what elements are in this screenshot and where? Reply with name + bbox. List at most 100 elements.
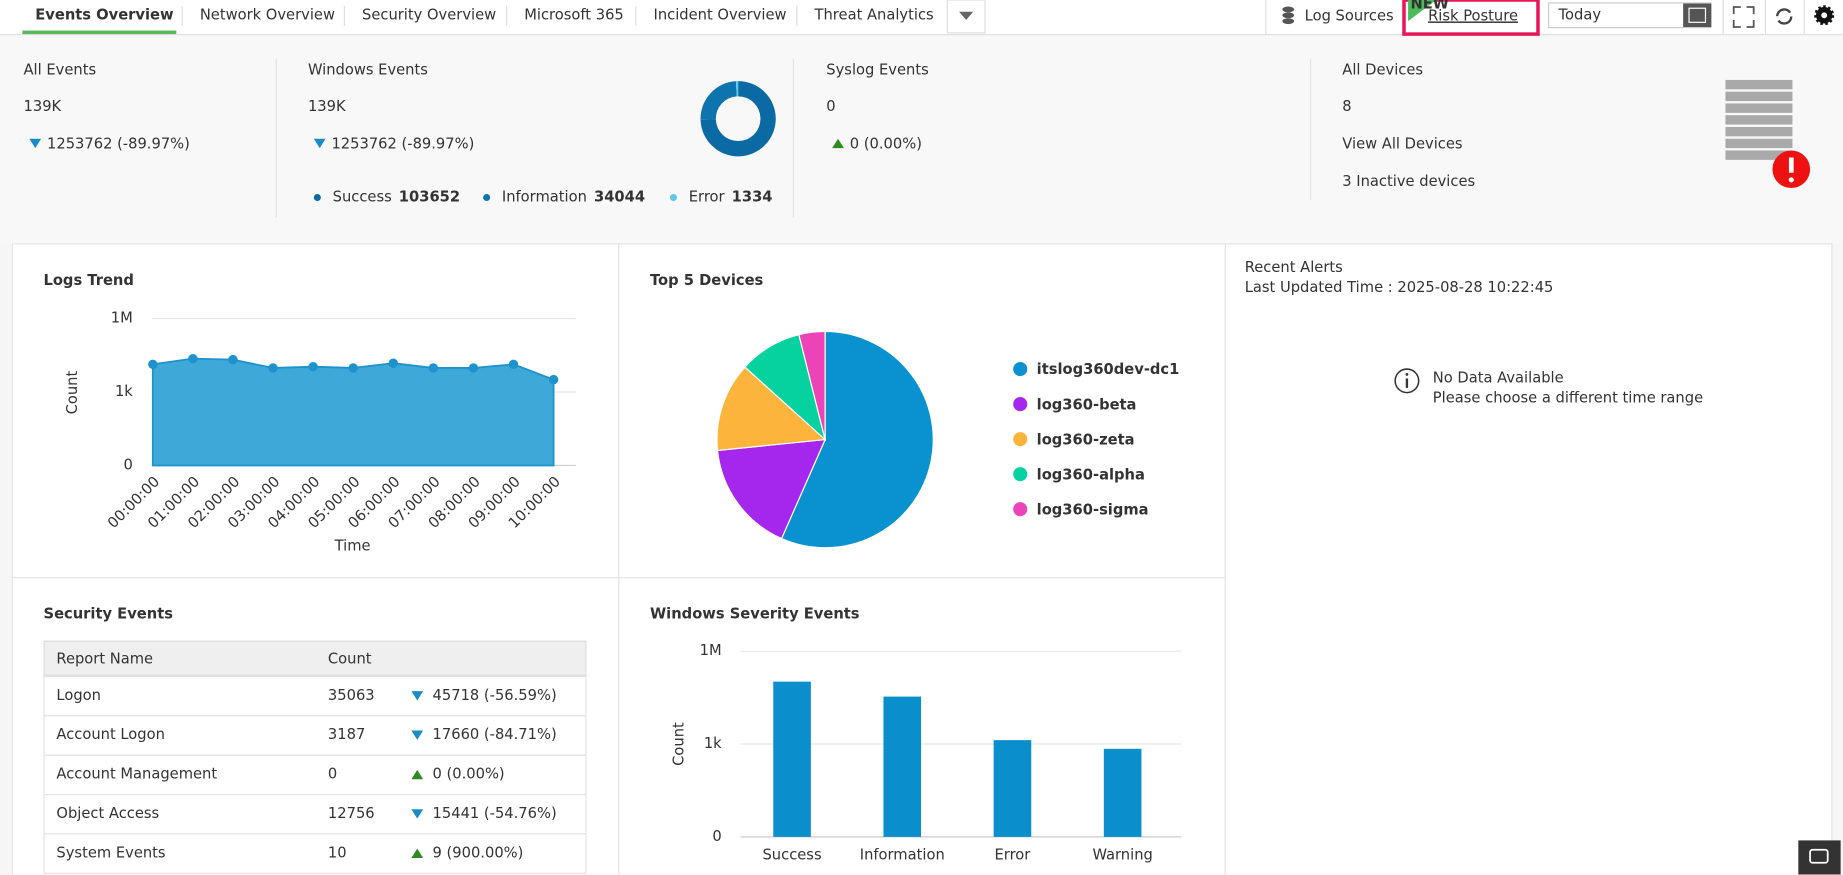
x-tick-label: Success [762, 847, 821, 864]
y-tick-label: 1M [700, 642, 722, 659]
tab[interactable]: Incident Overview [654, 6, 787, 23]
summary-title: Syslog Events [826, 62, 928, 79]
info-icon [1394, 368, 1420, 394]
y-tick-label: 1k [115, 383, 133, 400]
y-axis-label: Count [670, 722, 687, 766]
summary-title: All Events [24, 62, 97, 79]
risk-posture-frame [1402, 0, 1540, 36]
tab-more-arrow [959, 11, 974, 20]
legend-label[interactable]: log360-zeta [1037, 431, 1135, 448]
legend-label[interactable]: log360-sigma [1037, 501, 1149, 518]
y-tick-label: 0 [123, 456, 132, 473]
trend-icon [313, 138, 326, 149]
y-tick-label: 1M [111, 310, 133, 327]
trend-icon [411, 691, 424, 701]
last-updated: Last Updated Time : 2025-08-28 10:22:45 [1245, 279, 1554, 296]
legend-label: Success [333, 188, 392, 205]
y-tick-label: 0 [712, 828, 721, 845]
summary-change: 0 (0.00%) [850, 136, 922, 153]
inactive-devices[interactable]: 3 Inactive devices [1342, 173, 1475, 190]
report-name[interactable]: Account Management [56, 766, 217, 783]
tab[interactable]: Security Overview [362, 6, 496, 23]
report-count: 10 [328, 844, 347, 861]
alert-badge-bar [1788, 157, 1794, 173]
legend-dot [1013, 362, 1028, 377]
trend-icon [411, 730, 424, 740]
settings-hole [1821, 12, 1828, 19]
risk-posture-link[interactable]: Risk Posture [1428, 7, 1518, 24]
slice [716, 438, 827, 540]
table-header-cell: Count [328, 650, 372, 667]
panel-title: Logs Trend [43, 272, 133, 289]
legend-value: 34044 [594, 188, 645, 205]
panel-title: Security Events [43, 606, 173, 623]
report-name[interactable]: System Events [56, 844, 165, 861]
report-count: 3187 [328, 726, 365, 743]
report-change: 0 (0.00%) [433, 766, 505, 783]
point [228, 354, 238, 365]
tab[interactable]: Events Overview [35, 6, 174, 23]
server-icon [1725, 91, 1793, 102]
log-sources-icon [1282, 6, 1295, 13]
bar [773, 681, 811, 837]
slice [798, 330, 826, 440]
tab[interactable]: Threat Analytics [814, 6, 934, 23]
server-icon [1725, 126, 1793, 137]
summary-title: All Devices [1342, 62, 1423, 79]
point [188, 353, 198, 364]
date-value: Today [1558, 6, 1602, 23]
report-count: 12756 [328, 805, 375, 822]
new-badge-text: NEW [1410, 0, 1449, 13]
x-tick-label: Information [860, 847, 945, 864]
panel-title: Recent Alerts [1245, 259, 1343, 276]
legend-dot [1013, 397, 1028, 412]
x-axis-label: Time [334, 538, 371, 555]
summary-value: 139K [308, 98, 346, 115]
summary-value: 8 [1342, 98, 1351, 115]
point [308, 361, 318, 372]
legend-label[interactable]: log360-beta [1037, 396, 1137, 413]
server-icon [1725, 138, 1793, 149]
view-all-devices[interactable]: View All Devices [1342, 136, 1462, 153]
panel-title: Top 5 Devices [650, 272, 764, 289]
legend-label[interactable]: log360-alpha [1037, 466, 1145, 483]
report-name[interactable]: Logon [56, 687, 101, 704]
report-name[interactable]: Object Access [56, 805, 159, 822]
legend-dot [483, 193, 491, 201]
table-header-cell: Report Name [56, 650, 153, 667]
refresh-button[interactable] [1775, 8, 1793, 25]
point [148, 359, 158, 370]
legend-dot [669, 193, 678, 201]
point [508, 359, 519, 370]
legend-value: 103652 [399, 188, 460, 205]
report-name[interactable]: Account Logon [56, 726, 165, 743]
summary-title: Windows Events [308, 62, 428, 79]
y-tick-label: 1k [704, 735, 722, 752]
server-icon [1725, 79, 1793, 90]
summary-bg [0, 35, 1843, 244]
log-sources[interactable]: Log Sources [1305, 7, 1394, 24]
fullscreen-button[interactable] [1732, 6, 1755, 28]
legend-label[interactable]: itslog360dev-dc1 [1037, 361, 1180, 378]
calendar-button[interactable] [1683, 3, 1712, 28]
chat-glyph [1809, 848, 1829, 864]
table-row [43, 754, 587, 796]
point [388, 358, 398, 368]
trend-icon [411, 848, 424, 859]
bar [1103, 748, 1142, 837]
report-count: 35063 [328, 687, 375, 704]
tab[interactable]: Microsoft 365 [524, 6, 624, 23]
slice [700, 81, 737, 120]
server-icon [1725, 115, 1793, 125]
x-tick-label: Warning [1092, 847, 1152, 864]
point [268, 363, 278, 373]
slice [700, 81, 776, 157]
point [348, 363, 358, 373]
alert-badge-dot [1788, 177, 1794, 183]
legend-label: Error [689, 188, 726, 205]
point [428, 363, 439, 373]
chat-button[interactable] [1798, 840, 1841, 875]
top-bar [0, 0, 1843, 36]
tab[interactable]: Network Overview [200, 6, 335, 23]
log-sources-icon [1282, 12, 1295, 19]
